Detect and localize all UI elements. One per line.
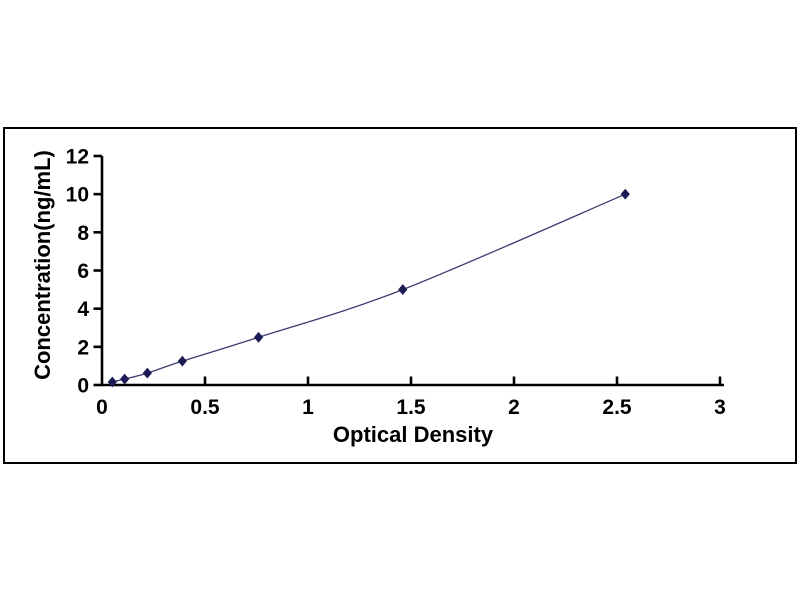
y-tick-label: 2	[77, 336, 89, 359]
y-tick-label: 6	[77, 260, 89, 283]
y-tick-label: 8	[77, 222, 89, 245]
data-point-marker	[107, 376, 117, 388]
data-point-marker	[253, 331, 264, 343]
x-tick-label: 0	[96, 396, 108, 419]
x-tick-label: 0.5	[190, 396, 220, 419]
x-axis-title: Optical Density	[332, 422, 494, 447]
x-tick-label: 3	[714, 396, 726, 419]
x-tick-label: 1.5	[396, 396, 426, 419]
x-tick-label: 2.5	[602, 396, 632, 419]
data-point-marker	[142, 367, 152, 379]
x-tick-label: 1	[302, 396, 314, 419]
y-tick-label: 4	[77, 298, 89, 321]
standard-curve-line	[112, 193, 626, 383]
data-point-marker	[398, 284, 408, 295]
standard-curve-plot: 0 2 4 6 8 10 12 0 0.5 1 1.5 2 2.5 3	[66, 146, 726, 420]
y-tick-label: 0	[77, 375, 89, 398]
figure-frame: 0 2 4 6 8 10 12 0 0.5 1 1.5 2 2.5 3 Optical Density C…	[3, 127, 797, 464]
y-tick-label: 12	[66, 146, 89, 169]
y-tick-label: 10	[66, 184, 89, 207]
data-point-marker	[120, 373, 130, 385]
x-tick-label: 2	[508, 396, 520, 419]
data-point-marker	[177, 355, 187, 367]
y-axis-title: Concentration(ng/mL)	[30, 150, 55, 380]
data-point-marker	[620, 188, 630, 200]
